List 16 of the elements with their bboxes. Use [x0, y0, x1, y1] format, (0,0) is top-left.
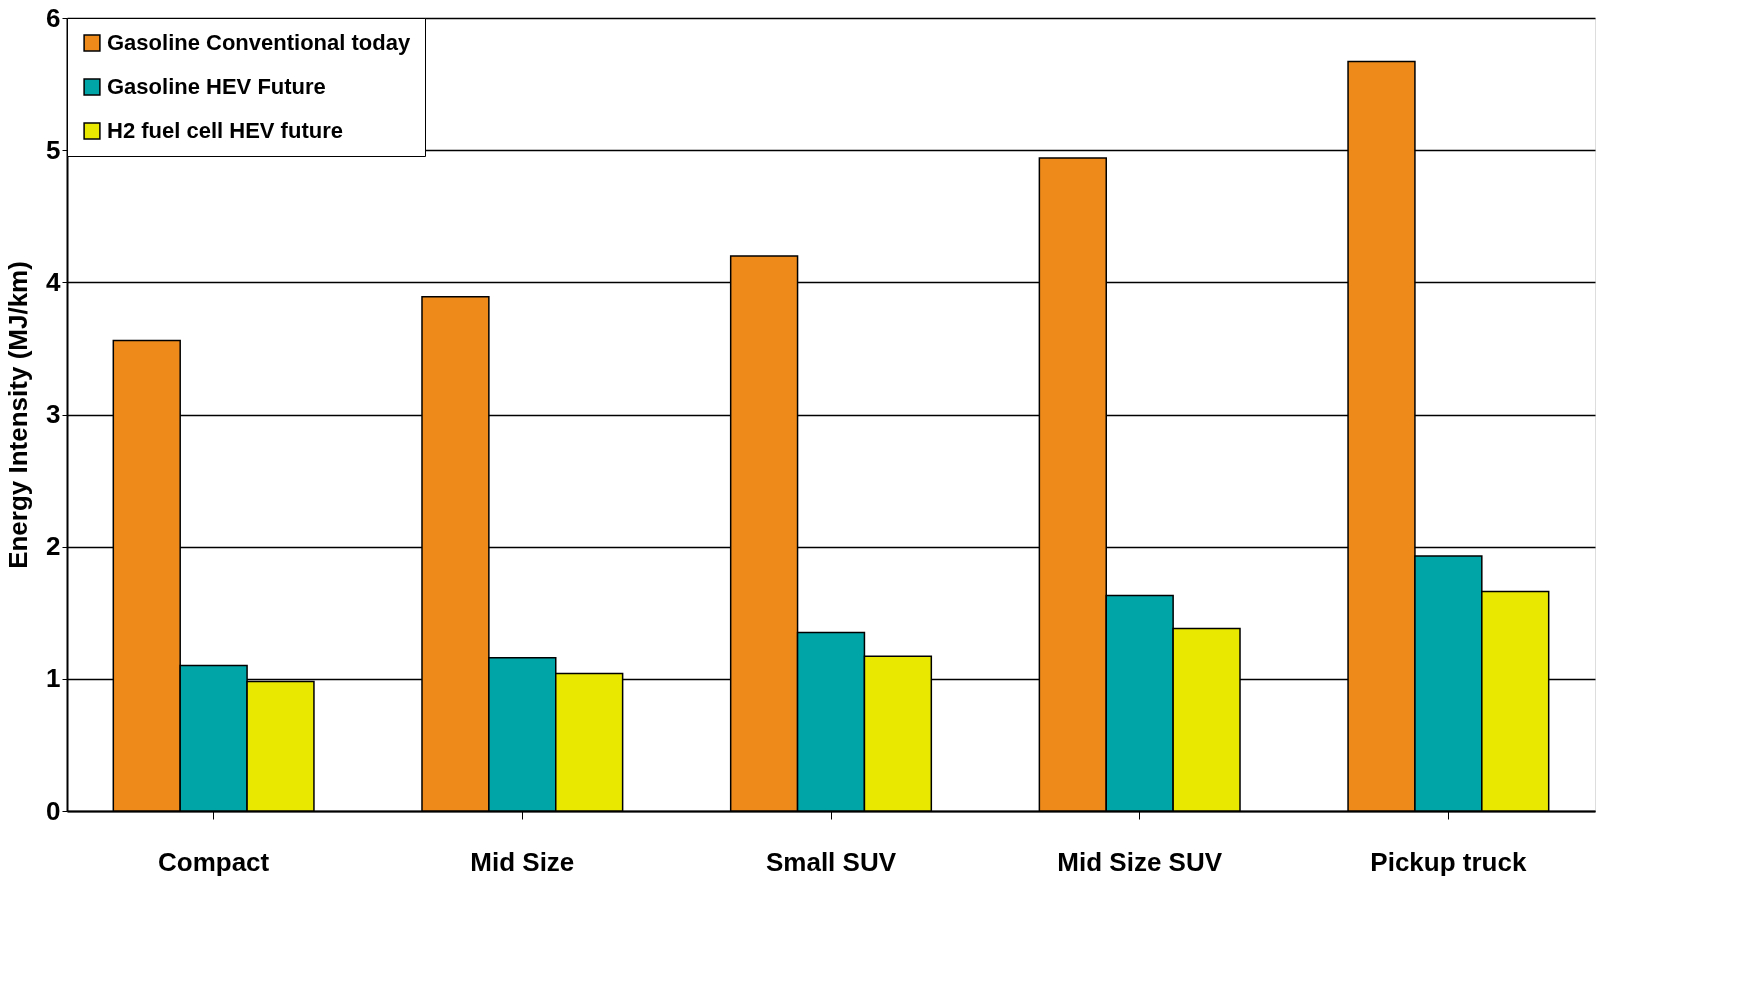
y-tick-label: 0 — [46, 795, 61, 826]
legend-label: Gasoline Conventional today — [107, 30, 411, 55]
x-tick-label: Small SUV — [765, 846, 897, 877]
y-tick-label: 4 — [46, 266, 62, 297]
y-tick-label: 6 — [46, 2, 61, 33]
x-tick-label: Mid Size SUV — [1057, 846, 1223, 877]
y-tick-label: 2 — [46, 531, 61, 562]
legend-label: Gasoline HEV Future — [107, 74, 326, 99]
x-tick-label: Compact — [158, 846, 270, 877]
y-tick-label: 3 — [46, 399, 61, 429]
y-tick-label: 1 — [46, 663, 61, 694]
x-tick-label: Mid Size — [470, 846, 575, 877]
x-tick-label: Pickup truck — [1370, 846, 1527, 877]
y-axis-title: Energy Intensity (MJ/km) — [3, 261, 34, 569]
y-tick-label: 5 — [46, 134, 61, 165]
legend-label: H2 fuel cell HEV future — [107, 118, 343, 143]
